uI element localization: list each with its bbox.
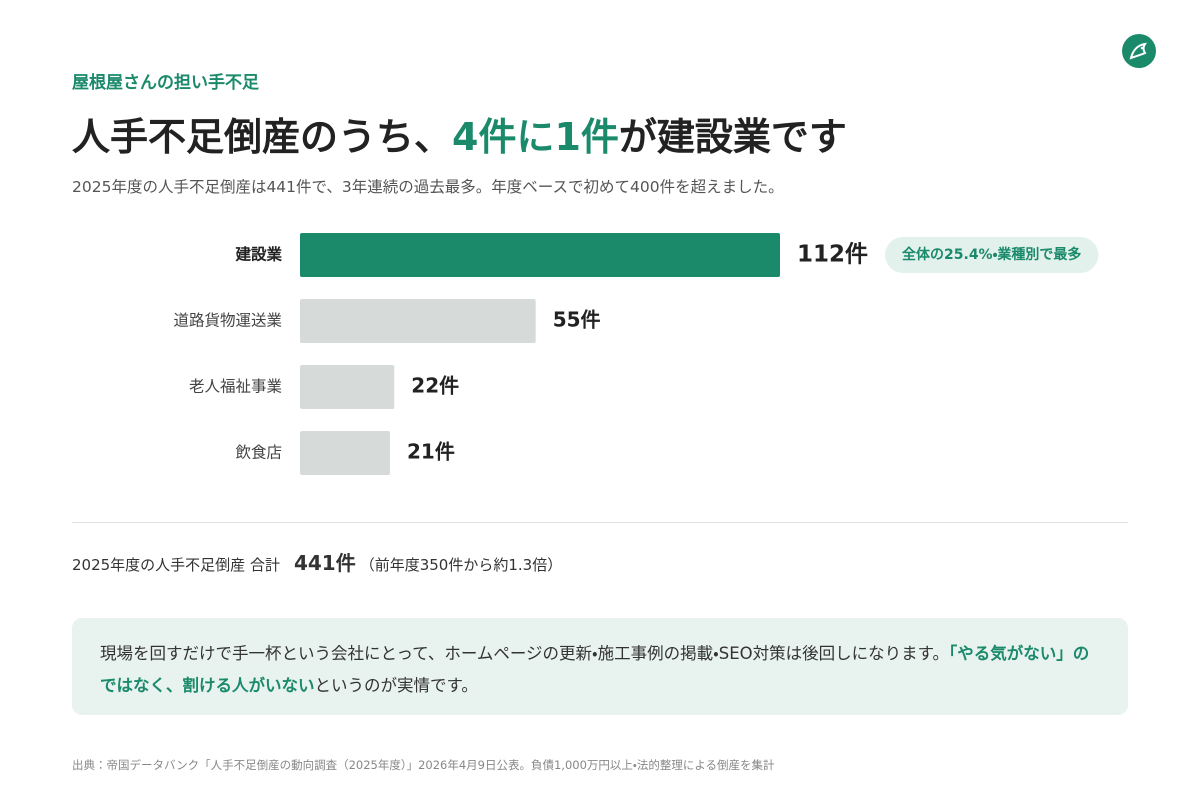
bar: [300, 233, 780, 277]
value-label: 21件: [407, 440, 455, 464]
bar: [300, 365, 395, 409]
value-label: 55件: [553, 308, 601, 332]
title-text: 人手不足倒産のうち、: [72, 115, 453, 159]
divider: [72, 522, 1128, 523]
callout-text: というのが実情です。: [314, 676, 478, 695]
title: 人手不足倒産のうち、4件に1件が建設業です: [72, 106, 847, 161]
total-label: 2025年度の人手不足倒産 合計: [72, 556, 280, 574]
logo: [1122, 34, 1156, 68]
title-highlight: 4件に1件: [452, 115, 619, 159]
title-text: が建設業です: [618, 115, 847, 159]
callout: 現場を回すだけで手一杯という会社にとって、ホームページの更新・施工事例の掲載・S…: [72, 618, 1128, 715]
category-label: 飲食店: [235, 444, 282, 462]
annotation: 全体の25.4%・業種別で最多: [902, 246, 1081, 263]
callout-highlight: 「やる気がない」のではなく、割ける人がいない: [100, 644, 1090, 695]
annotation-badge: [885, 237, 1099, 273]
callout-text: 現場を回すだけで手一杯という会社にとって、ホームページの更新・施工事例の掲載・S…: [100, 644, 949, 663]
category-label: 道路貨物運送業: [173, 312, 282, 330]
category-label: 老人福祉事業: [189, 378, 282, 396]
category-label: 建設業: [234, 245, 282, 264]
eyebrow: 屋根屋さんの担い手不足: [72, 73, 259, 93]
subtitle: 2025年度の人手不足倒産は441件で、3年連続の過去最多。年度ベースで初めて4…: [72, 178, 784, 196]
total: 2025年度の人手不足倒産 合計 441件 （前年度350件から約1.3倍）: [72, 547, 562, 576]
bar: [300, 431, 390, 475]
total-note: （前年度350件から約1.3倍）: [359, 556, 563, 574]
source: 出典：帝国データバンク「人手不足倒産の動向調査（2025年度）」2026年4月9…: [72, 758, 775, 772]
total-value: 441件: [293, 551, 356, 575]
bar: [300, 299, 536, 343]
value-label: 112件: [797, 242, 868, 268]
value-label: 22件: [411, 374, 459, 398]
